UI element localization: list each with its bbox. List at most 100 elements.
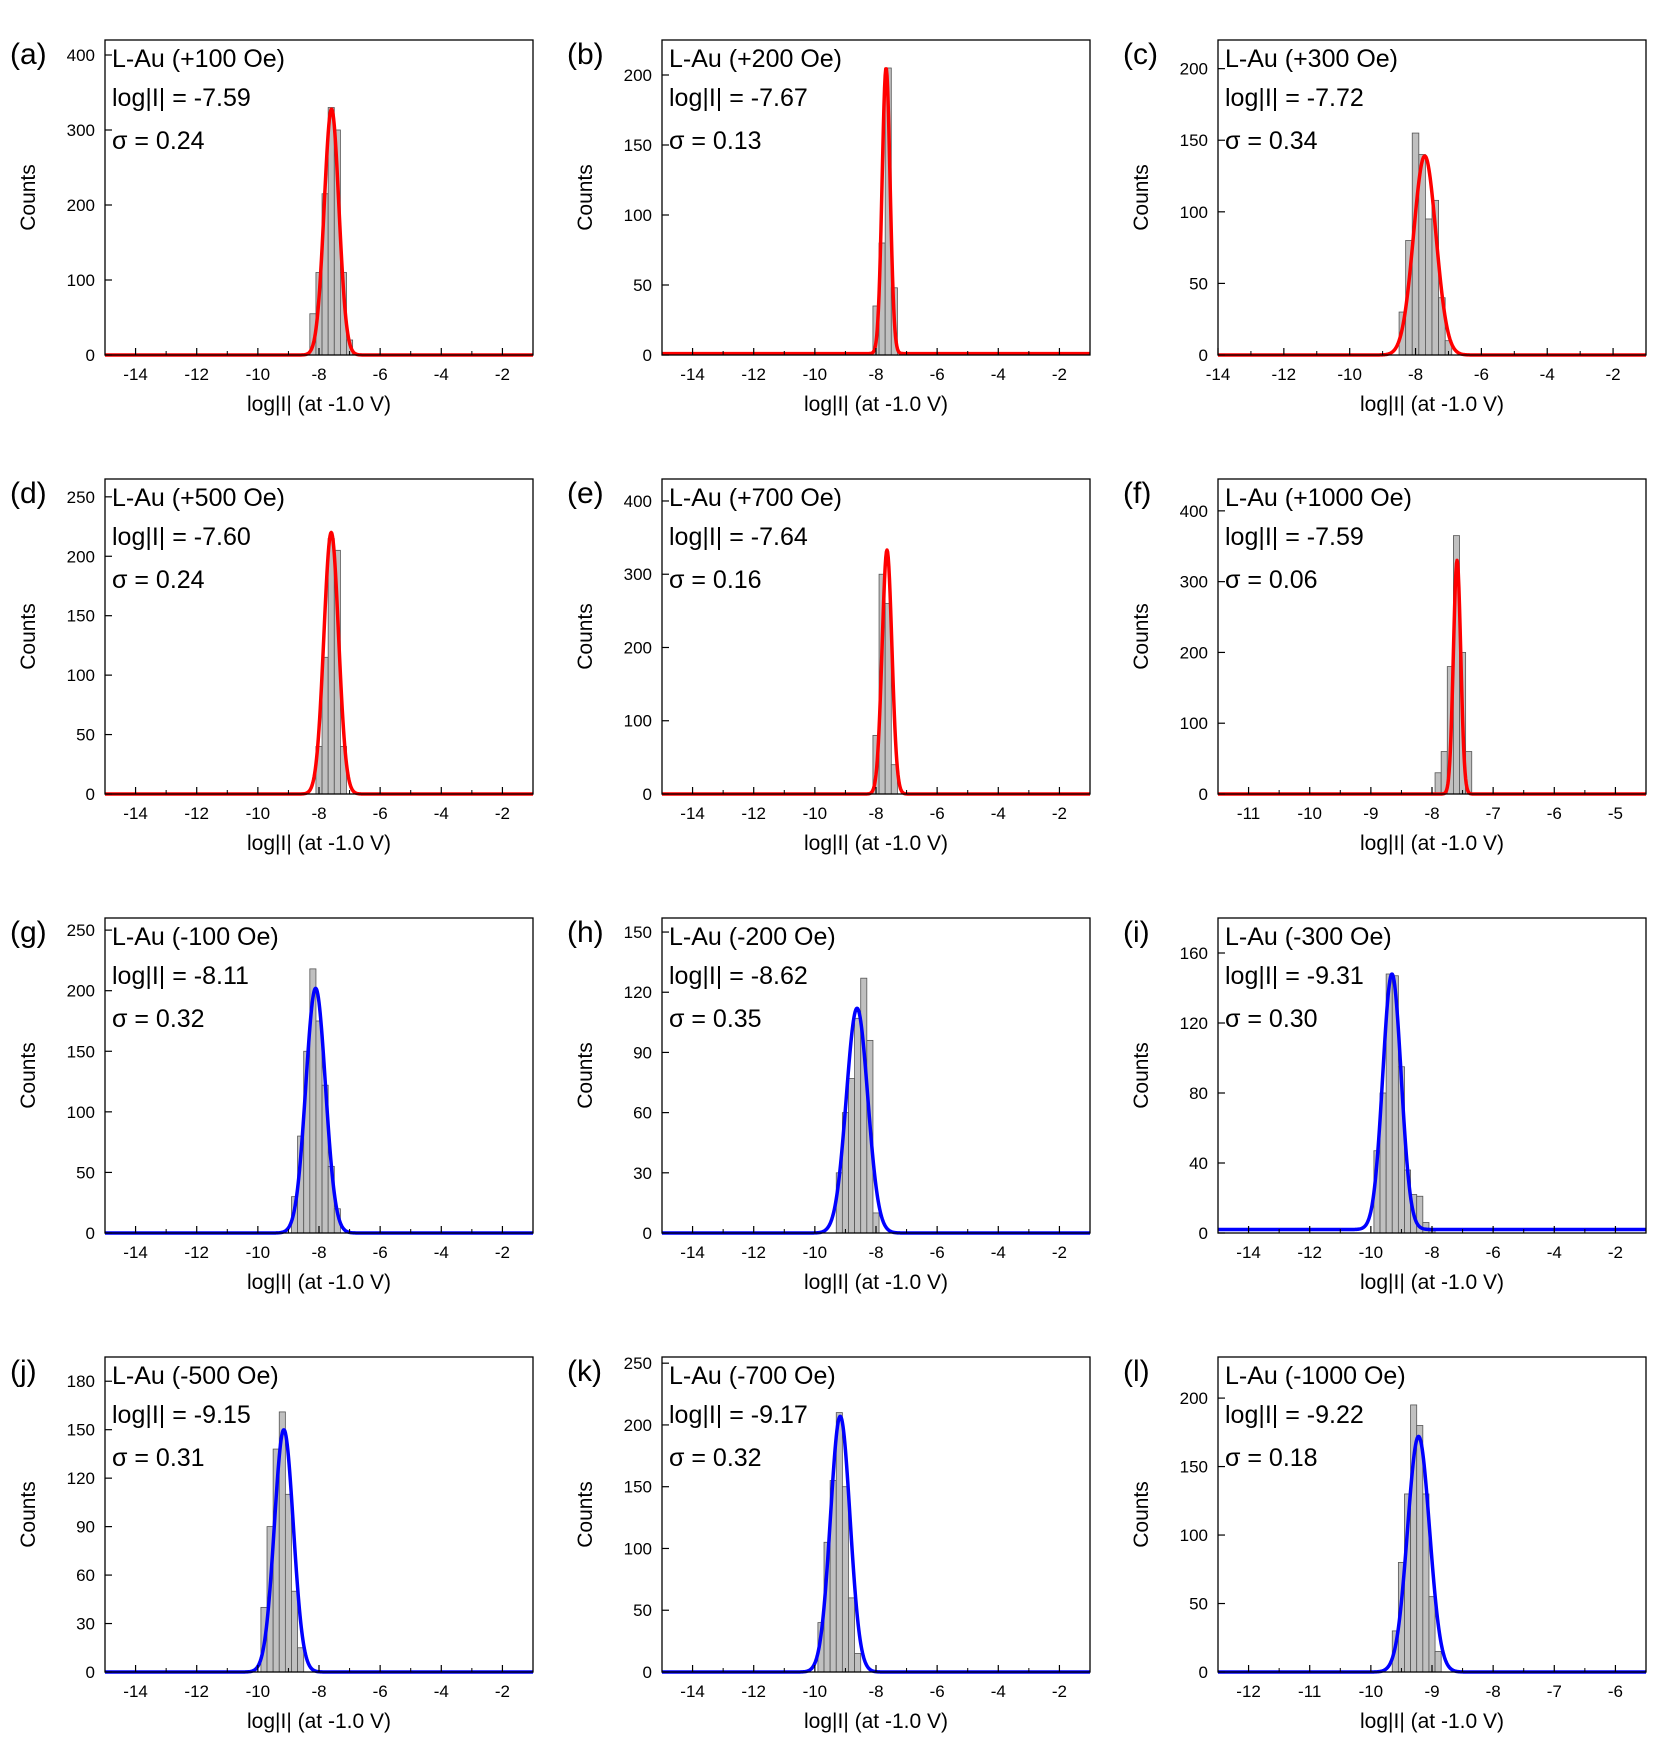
chart-panel: (d) -14 -12 -10 -8 -6 -4 -2 0 50 100 150 200 250 log|I… bbox=[10, 477, 535, 855]
x-tick-label: -11 bbox=[1237, 804, 1260, 823]
y-axis-label: Counts bbox=[17, 1481, 40, 1548]
y-tick-label: 100 bbox=[1180, 203, 1208, 222]
x-tick-label: -7 bbox=[1547, 1682, 1562, 1701]
panel-title: L-Au (-100 Oe) bbox=[112, 923, 279, 951]
y-axis-label: Counts bbox=[574, 164, 597, 231]
x-tick-label: -4 bbox=[434, 365, 449, 384]
y-tick-label: 200 bbox=[67, 547, 95, 566]
panel-title: L-Au (-300 Oe) bbox=[1225, 923, 1392, 951]
panel-label: (c) bbox=[1123, 38, 1158, 71]
y-tick-label: 300 bbox=[67, 121, 95, 140]
x-tick-label: -8 bbox=[311, 365, 326, 384]
log-current-annotation: log|I| = -7.59 bbox=[1225, 523, 1364, 551]
x-axis-label: log|I| (at -1.0 V) bbox=[804, 393, 948, 416]
x-axis-label: log|I| (at -1.0 V) bbox=[1360, 393, 1504, 416]
x-tick-label: -12 bbox=[741, 365, 766, 384]
panel-label: (f) bbox=[1123, 477, 1151, 510]
y-tick-label: 120 bbox=[67, 1469, 95, 1488]
x-tick-label: -10 bbox=[1359, 1682, 1384, 1701]
panel-label: (g) bbox=[10, 916, 47, 949]
histogram-bar bbox=[284, 1493, 292, 1673]
chart-panel: (l) -12 -11 -10 -9 -8 -7 -6 0 50 100 150 200 log|I| (… bbox=[1123, 1355, 1648, 1733]
x-axis-label: log|I| (at -1.0 V) bbox=[1360, 832, 1504, 855]
sigma-annotation: σ = 0.24 bbox=[112, 566, 205, 594]
panel-label: (d) bbox=[10, 477, 47, 510]
sigma-annotation: σ = 0.06 bbox=[1225, 566, 1318, 594]
x-tick-label: -14 bbox=[123, 1682, 148, 1701]
x-tick-label: -6 bbox=[373, 1243, 388, 1262]
y-axis-label: Counts bbox=[17, 603, 40, 670]
x-tick-label: -12 bbox=[741, 804, 766, 823]
x-axis-label: log|I| (at -1.0 V) bbox=[247, 1710, 391, 1733]
sigma-annotation: σ = 0.31 bbox=[112, 1444, 205, 1472]
y-tick-label: 0 bbox=[86, 1663, 95, 1682]
panel-label: (b) bbox=[567, 38, 604, 71]
sigma-annotation: σ = 0.32 bbox=[112, 1005, 205, 1033]
log-current-annotation: log|I| = -7.60 bbox=[112, 523, 251, 551]
histogram-bar bbox=[841, 1486, 849, 1673]
x-tick-label: -10 bbox=[1337, 365, 1362, 384]
histogram-bar bbox=[835, 1412, 843, 1673]
y-tick-label: 300 bbox=[1180, 573, 1208, 592]
panel-title: L-Au (-700 Oe) bbox=[669, 1362, 836, 1390]
histogram-bar bbox=[1416, 1425, 1424, 1673]
y-axis-label: Counts bbox=[1130, 164, 1153, 231]
histogram-bar bbox=[854, 1653, 862, 1673]
y-tick-label: 50 bbox=[76, 726, 95, 745]
y-tick-label: 180 bbox=[67, 1372, 95, 1391]
chart-panel: (b) -14 -12 -10 -8 -6 -4 -2 0 50 100 150 200 log|I| (… bbox=[567, 38, 1092, 416]
y-tick-label: 40 bbox=[1189, 1154, 1208, 1173]
x-axis-label: log|I| (at -1.0 V) bbox=[804, 832, 948, 855]
x-tick-label: -2 bbox=[1608, 1243, 1623, 1262]
sigma-annotation: σ = 0.16 bbox=[669, 566, 762, 594]
y-axis-label: Counts bbox=[1130, 1481, 1153, 1548]
histogram-bar bbox=[1434, 772, 1442, 795]
sigma-annotation: σ = 0.13 bbox=[669, 127, 762, 155]
x-tick-label: -14 bbox=[680, 365, 705, 384]
histogram-bar bbox=[848, 1078, 856, 1234]
histogram-bar bbox=[1425, 218, 1433, 356]
x-tick-label: -12 bbox=[1236, 1682, 1261, 1701]
y-tick-label: 250 bbox=[67, 488, 95, 507]
x-tick-label: -12 bbox=[741, 1682, 766, 1701]
x-axis-label: log|I| (at -1.0 V) bbox=[247, 1271, 391, 1294]
panel-title: L-Au (+300 Oe) bbox=[1225, 45, 1398, 73]
panel-label: (k) bbox=[567, 1355, 602, 1388]
log-current-annotation: log|I| = -7.64 bbox=[669, 523, 808, 551]
y-tick-label: 400 bbox=[1180, 502, 1208, 521]
x-tick-label: -4 bbox=[991, 804, 1006, 823]
y-tick-label: 30 bbox=[76, 1615, 95, 1634]
chart-panel: (e) -14 -12 -10 -8 -6 -4 -2 0 100 200 300 400 log|I| … bbox=[567, 477, 1092, 855]
y-tick-label: 150 bbox=[624, 136, 652, 155]
y-tick-label: 0 bbox=[1199, 785, 1208, 804]
y-axis-label: Counts bbox=[574, 603, 597, 670]
x-axis-label: log|I| (at -1.0 V) bbox=[247, 832, 391, 855]
x-tick-label: -6 bbox=[930, 804, 945, 823]
y-axis-label: Counts bbox=[1130, 1042, 1153, 1109]
x-tick-label: -10 bbox=[246, 365, 271, 384]
log-current-annotation: log|I| = -7.72 bbox=[1225, 84, 1364, 112]
x-tick-label: -10 bbox=[1359, 1243, 1384, 1262]
y-tick-label: 150 bbox=[67, 1421, 95, 1440]
x-tick-label: -8 bbox=[868, 804, 883, 823]
y-tick-label: 50 bbox=[76, 1163, 95, 1182]
x-tick-label: -2 bbox=[1052, 365, 1067, 384]
y-tick-label: 200 bbox=[1180, 60, 1208, 79]
y-tick-label: 60 bbox=[76, 1566, 95, 1585]
x-tick-label: -4 bbox=[434, 1682, 449, 1701]
y-tick-label: 250 bbox=[624, 1354, 652, 1373]
y-tick-label: 120 bbox=[1180, 1014, 1208, 1033]
x-tick-label: -14 bbox=[123, 365, 148, 384]
y-tick-label: 250 bbox=[67, 921, 95, 940]
y-tick-label: 150 bbox=[67, 607, 95, 626]
x-tick-label: -6 bbox=[1486, 1243, 1501, 1262]
y-tick-label: 100 bbox=[624, 206, 652, 225]
y-tick-label: 100 bbox=[1180, 714, 1208, 733]
sigma-annotation: σ = 0.30 bbox=[1225, 1005, 1318, 1033]
chart-panel: (f) -11 -10 -9 -8 -7 -6 -5 0 100 200 300 400 log|I| (… bbox=[1123, 477, 1648, 855]
y-tick-label: 0 bbox=[86, 785, 95, 804]
histogram-bar bbox=[315, 1020, 323, 1234]
sigma-annotation: σ = 0.18 bbox=[1225, 1444, 1318, 1472]
x-tick-label: -2 bbox=[495, 1243, 510, 1262]
